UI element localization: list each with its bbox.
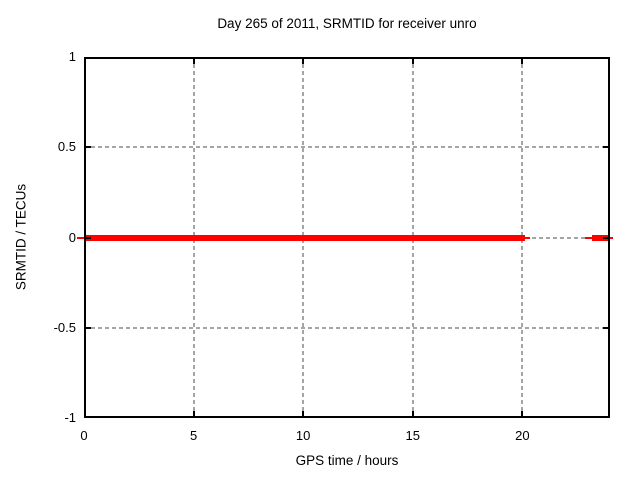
gridline-horizontal (84, 326, 610, 329)
y-tickmark-right (603, 146, 608, 149)
x-tick-label: 5 (189, 428, 198, 443)
plot-area: 0 5 10 15 20 1 0.5 0 -0.5 -1 (54, 49, 613, 443)
x-tickmark-top (192, 59, 195, 64)
x-tickmark-top (411, 59, 414, 64)
y-tick-label: 0 (68, 229, 76, 245)
x-tickmark-bottom (192, 411, 195, 416)
x-tickmark-bottom (521, 411, 524, 416)
x-tickmark-bottom (302, 411, 305, 416)
x-tickmark-top (521, 59, 524, 64)
y-tick-label: 0.5 (57, 139, 76, 155)
y-tickmark-right (603, 326, 608, 329)
x-axis-title: GPS time / hours (295, 453, 399, 468)
x-tick-label: 10 (295, 428, 311, 443)
y-axis-title: SRMTID / TECUs (13, 183, 29, 291)
x-tickmark-bottom (411, 411, 414, 416)
y-tick-label: -0.5 (53, 319, 76, 335)
gridline-horizontal (84, 146, 610, 149)
chart-title: Day 265 of 2011, SRMTID for receiver unr… (217, 16, 477, 31)
x-tick-label: 0 (80, 428, 88, 443)
y-tickmark-left (86, 146, 91, 149)
y-tickmark-left (86, 236, 91, 239)
y-tick-label: 1 (68, 49, 76, 64)
x-tick-label: 15 (405, 428, 420, 443)
y-tickmark-right (603, 236, 608, 239)
x-tick-label: 20 (515, 428, 530, 443)
data-series-segment (592, 234, 608, 241)
y-tickmark-left (86, 326, 91, 329)
data-series-segment (84, 234, 525, 241)
x-tickmark-top (302, 59, 305, 64)
y-tick-label: -1 (64, 410, 76, 425)
